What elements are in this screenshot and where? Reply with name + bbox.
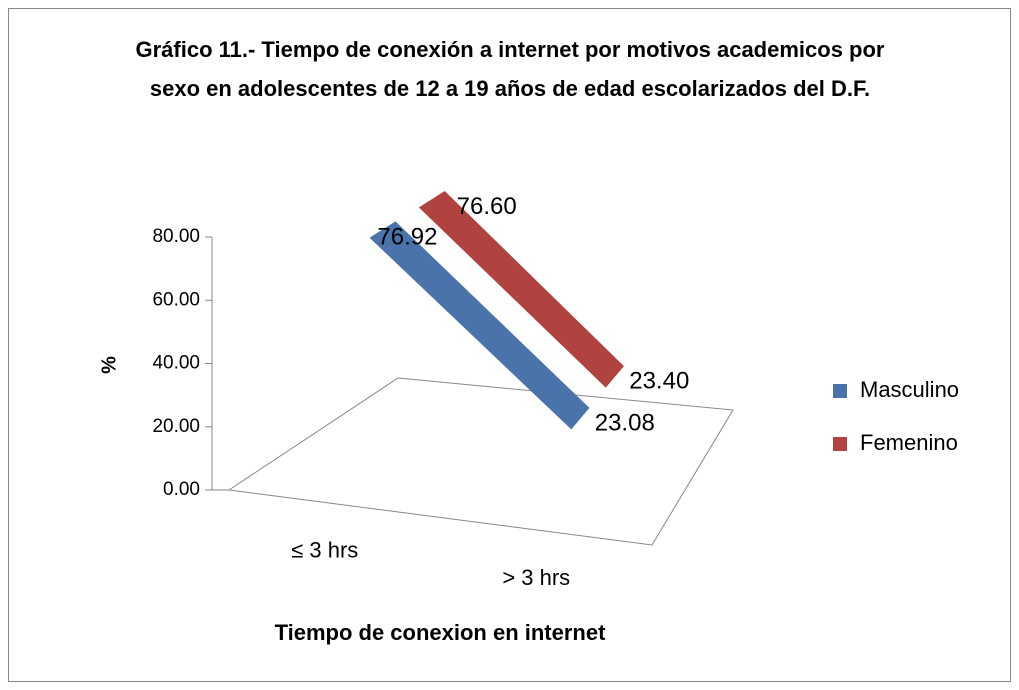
y-tick-label: 60.00	[152, 289, 200, 310]
value-label: 23.40	[629, 368, 689, 395]
legend-swatch	[833, 437, 847, 451]
x-axis-title: Tiempo de conexion en internet	[275, 620, 607, 645]
y-tick-label: 40.00	[152, 353, 200, 374]
value-label: 76.60	[457, 193, 517, 220]
x-tick-label: ≤ 3 hrs	[291, 538, 358, 563]
y-tick-label: 80.00	[152, 226, 200, 247]
legend-swatch	[833, 384, 847, 398]
y-tick-label: 0.00	[163, 479, 200, 500]
ribbon	[369, 221, 590, 430]
legend-label: Masculino	[860, 377, 959, 402]
y-tick-label: 20.00	[152, 416, 200, 437]
value-label: 76.92	[377, 223, 437, 250]
chart-title: Gráfico 11.- Tiempo de conexión a intern…	[135, 37, 885, 101]
x-tick-label: > 3 hrs	[502, 565, 570, 590]
legend-label: Femenino	[860, 430, 958, 455]
value-label: 23.08	[595, 409, 655, 436]
ribbon	[418, 190, 624, 388]
floor	[227, 377, 734, 546]
y-axis-title: %	[98, 356, 120, 374]
